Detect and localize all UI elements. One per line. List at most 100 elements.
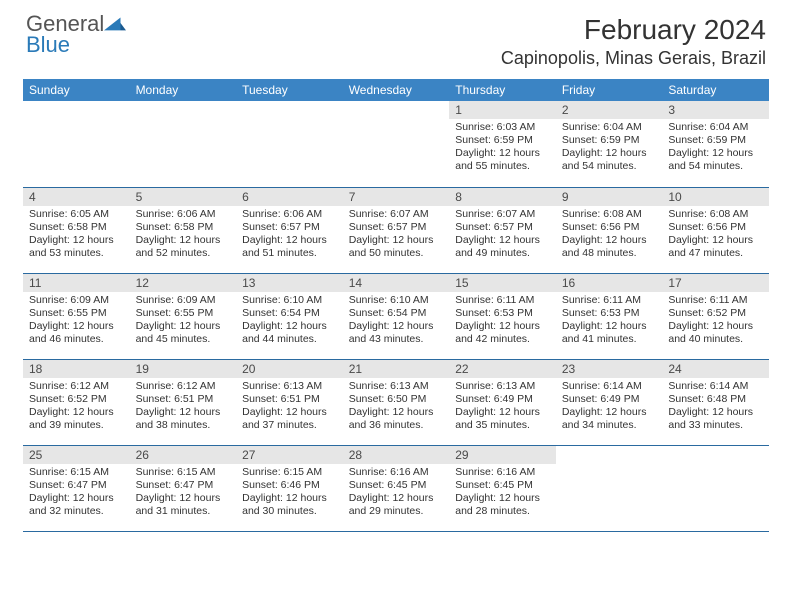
month-title: February 2024	[501, 14, 766, 46]
daylight-text: Daylight: 12 hours and 31 minutes.	[136, 492, 231, 518]
logo-text: General Blue	[26, 14, 126, 56]
calendar-cell	[236, 101, 343, 187]
sunset-text: Sunset: 6:53 PM	[455, 307, 550, 320]
sunset-text: Sunset: 6:59 PM	[562, 134, 657, 147]
daylight-text: Daylight: 12 hours and 32 minutes.	[29, 492, 124, 518]
sunset-text: Sunset: 6:57 PM	[349, 221, 444, 234]
calendar-cell: 26Sunrise: 6:15 AMSunset: 6:47 PMDayligh…	[130, 445, 237, 531]
calendar-cell: 10Sunrise: 6:08 AMSunset: 6:56 PMDayligh…	[662, 187, 769, 273]
sunset-text: Sunset: 6:45 PM	[349, 479, 444, 492]
calendar-cell: 16Sunrise: 6:11 AMSunset: 6:53 PMDayligh…	[556, 273, 663, 359]
daylight-text: Daylight: 12 hours and 29 minutes.	[349, 492, 444, 518]
day-number: 9	[556, 188, 663, 206]
daylight-text: Daylight: 12 hours and 30 minutes.	[242, 492, 337, 518]
day-number: 21	[343, 360, 450, 378]
day-number: 12	[130, 274, 237, 292]
daylight-text: Daylight: 12 hours and 40 minutes.	[668, 320, 763, 346]
calendar-cell: 3Sunrise: 6:04 AMSunset: 6:59 PMDaylight…	[662, 101, 769, 187]
sunset-text: Sunset: 6:57 PM	[455, 221, 550, 234]
calendar-cell: 22Sunrise: 6:13 AMSunset: 6:49 PMDayligh…	[449, 359, 556, 445]
daylight-text: Daylight: 12 hours and 33 minutes.	[668, 406, 763, 432]
day-content: Sunrise: 6:08 AMSunset: 6:56 PMDaylight:…	[556, 206, 663, 265]
daylight-text: Daylight: 12 hours and 45 minutes.	[136, 320, 231, 346]
daylight-text: Daylight: 12 hours and 52 minutes.	[136, 234, 231, 260]
sunrise-text: Sunrise: 6:07 AM	[349, 208, 444, 221]
sunrise-text: Sunrise: 6:16 AM	[455, 466, 550, 479]
day-content: Sunrise: 6:15 AMSunset: 6:47 PMDaylight:…	[23, 464, 130, 523]
day-content: Sunrise: 6:06 AMSunset: 6:58 PMDaylight:…	[130, 206, 237, 265]
calendar-cell: 12Sunrise: 6:09 AMSunset: 6:55 PMDayligh…	[130, 273, 237, 359]
sunrise-text: Sunrise: 6:11 AM	[455, 294, 550, 307]
calendar-cell: 13Sunrise: 6:10 AMSunset: 6:54 PMDayligh…	[236, 273, 343, 359]
day-content: Sunrise: 6:09 AMSunset: 6:55 PMDaylight:…	[23, 292, 130, 351]
calendar-cell: 23Sunrise: 6:14 AMSunset: 6:49 PMDayligh…	[556, 359, 663, 445]
day-content: Sunrise: 6:16 AMSunset: 6:45 PMDaylight:…	[343, 464, 450, 523]
header: General Blue February 2024 Capinopolis, …	[0, 0, 792, 73]
day-number: 18	[23, 360, 130, 378]
logo: General Blue	[26, 14, 126, 56]
daylight-text: Daylight: 12 hours and 53 minutes.	[29, 234, 124, 260]
sunset-text: Sunset: 6:50 PM	[349, 393, 444, 406]
day-number: 23	[556, 360, 663, 378]
weekday-header-row: Sunday Monday Tuesday Wednesday Thursday…	[23, 79, 769, 101]
sunrise-text: Sunrise: 6:15 AM	[242, 466, 337, 479]
calendar-cell: 18Sunrise: 6:12 AMSunset: 6:52 PMDayligh…	[23, 359, 130, 445]
day-content: Sunrise: 6:07 AMSunset: 6:57 PMDaylight:…	[343, 206, 450, 265]
daylight-text: Daylight: 12 hours and 34 minutes.	[562, 406, 657, 432]
daylight-text: Daylight: 12 hours and 48 minutes.	[562, 234, 657, 260]
sunset-text: Sunset: 6:54 PM	[242, 307, 337, 320]
sunrise-text: Sunrise: 6:10 AM	[349, 294, 444, 307]
sunrise-text: Sunrise: 6:09 AM	[29, 294, 124, 307]
sunrise-text: Sunrise: 6:11 AM	[668, 294, 763, 307]
day-content: Sunrise: 6:11 AMSunset: 6:53 PMDaylight:…	[556, 292, 663, 351]
calendar-week-row: 18Sunrise: 6:12 AMSunset: 6:52 PMDayligh…	[23, 359, 769, 445]
sunrise-text: Sunrise: 6:11 AM	[562, 294, 657, 307]
weekday-header: Sunday	[23, 79, 130, 101]
day-content: Sunrise: 6:09 AMSunset: 6:55 PMDaylight:…	[130, 292, 237, 351]
sunrise-text: Sunrise: 6:15 AM	[29, 466, 124, 479]
calendar-cell: 20Sunrise: 6:13 AMSunset: 6:51 PMDayligh…	[236, 359, 343, 445]
day-content: Sunrise: 6:12 AMSunset: 6:51 PMDaylight:…	[130, 378, 237, 437]
calendar-cell: 7Sunrise: 6:07 AMSunset: 6:57 PMDaylight…	[343, 187, 450, 273]
sunset-text: Sunset: 6:48 PM	[668, 393, 763, 406]
daylight-text: Daylight: 12 hours and 50 minutes.	[349, 234, 444, 260]
day-number: 28	[343, 446, 450, 464]
calendar-cell	[556, 445, 663, 531]
sunset-text: Sunset: 6:58 PM	[29, 221, 124, 234]
day-number: 2	[556, 101, 663, 119]
calendar-cell: 11Sunrise: 6:09 AMSunset: 6:55 PMDayligh…	[23, 273, 130, 359]
daylight-text: Daylight: 12 hours and 54 minutes.	[668, 147, 763, 173]
sunset-text: Sunset: 6:51 PM	[136, 393, 231, 406]
sunrise-text: Sunrise: 6:13 AM	[242, 380, 337, 393]
day-number: 6	[236, 188, 343, 206]
day-number: 26	[130, 446, 237, 464]
sunrise-text: Sunrise: 6:05 AM	[29, 208, 124, 221]
sunset-text: Sunset: 6:52 PM	[668, 307, 763, 320]
day-content: Sunrise: 6:04 AMSunset: 6:59 PMDaylight:…	[556, 119, 663, 178]
daylight-text: Daylight: 12 hours and 36 minutes.	[349, 406, 444, 432]
daylight-text: Daylight: 12 hours and 39 minutes.	[29, 406, 124, 432]
calendar-cell: 27Sunrise: 6:15 AMSunset: 6:46 PMDayligh…	[236, 445, 343, 531]
day-content: Sunrise: 6:13 AMSunset: 6:49 PMDaylight:…	[449, 378, 556, 437]
day-number: 16	[556, 274, 663, 292]
calendar-cell: 14Sunrise: 6:10 AMSunset: 6:54 PMDayligh…	[343, 273, 450, 359]
sunrise-text: Sunrise: 6:06 AM	[242, 208, 337, 221]
sunset-text: Sunset: 6:47 PM	[136, 479, 231, 492]
weekday-header: Monday	[130, 79, 237, 101]
calendar-cell: 2Sunrise: 6:04 AMSunset: 6:59 PMDaylight…	[556, 101, 663, 187]
day-number: 24	[662, 360, 769, 378]
daylight-text: Daylight: 12 hours and 49 minutes.	[455, 234, 550, 260]
sunset-text: Sunset: 6:53 PM	[562, 307, 657, 320]
day-content: Sunrise: 6:10 AMSunset: 6:54 PMDaylight:…	[343, 292, 450, 351]
sunrise-text: Sunrise: 6:04 AM	[562, 121, 657, 134]
day-content: Sunrise: 6:05 AMSunset: 6:58 PMDaylight:…	[23, 206, 130, 265]
day-content: Sunrise: 6:06 AMSunset: 6:57 PMDaylight:…	[236, 206, 343, 265]
day-number: 8	[449, 188, 556, 206]
day-content: Sunrise: 6:12 AMSunset: 6:52 PMDaylight:…	[23, 378, 130, 437]
calendar-cell: 4Sunrise: 6:05 AMSunset: 6:58 PMDaylight…	[23, 187, 130, 273]
calendar-week-row: 25Sunrise: 6:15 AMSunset: 6:47 PMDayligh…	[23, 445, 769, 531]
daylight-text: Daylight: 12 hours and 51 minutes.	[242, 234, 337, 260]
sunrise-text: Sunrise: 6:13 AM	[349, 380, 444, 393]
day-content: Sunrise: 6:13 AMSunset: 6:51 PMDaylight:…	[236, 378, 343, 437]
daylight-text: Daylight: 12 hours and 37 minutes.	[242, 406, 337, 432]
